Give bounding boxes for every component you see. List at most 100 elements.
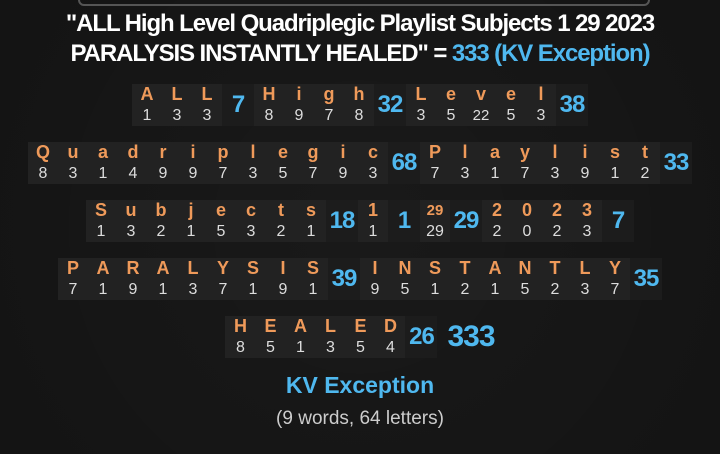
letter: L bbox=[579, 258, 591, 278]
letter-value: 1 bbox=[430, 281, 440, 298]
letter-value: 1 bbox=[490, 281, 500, 298]
word-row: A 1 L 3 L 3 7 H 8 i 9 g 7 h 8 32 L 3 e 5 v 22 e 5 l 3 38 bbox=[0, 84, 720, 126]
letter-value: 3 bbox=[550, 165, 560, 182]
letter-value: 7 bbox=[324, 107, 334, 124]
letter: N bbox=[518, 258, 532, 278]
letter-value: 9 bbox=[128, 281, 138, 298]
letter-value: 2 bbox=[550, 281, 560, 298]
letter-value: 3 bbox=[368, 165, 378, 182]
word-block: H 8 E 5 A 1 L 3 E 5 D 4 26 bbox=[225, 316, 438, 358]
letter: v bbox=[475, 84, 486, 104]
letter: t bbox=[642, 142, 648, 162]
word-total: 18 bbox=[326, 200, 358, 242]
word-block: P 7 l 3 a 1 y 7 l 3 i 9 s 1 t 2 33 bbox=[420, 142, 692, 184]
word-block: P 7 A 1 R 9 A 1 L 3 Y 7 S 1 I 9 S 1 39 bbox=[58, 258, 360, 300]
letter: 3 bbox=[581, 200, 592, 220]
letter: l bbox=[538, 84, 544, 104]
word-total: 29 bbox=[450, 200, 482, 242]
letter-value: 7 bbox=[68, 281, 78, 298]
letter: i bbox=[582, 142, 588, 162]
letter: s bbox=[305, 200, 316, 220]
word-block: L 3 e 5 v 22 e 5 l 3 38 bbox=[406, 84, 588, 126]
letter-value: 5 bbox=[266, 339, 275, 356]
letter: e bbox=[505, 84, 516, 104]
letter: e bbox=[215, 200, 226, 220]
letter-value: 9 bbox=[338, 165, 348, 182]
letter: g bbox=[307, 142, 319, 162]
letter-value: 1 bbox=[248, 281, 258, 298]
letter-value: 9 bbox=[580, 165, 590, 182]
phrase-title-text: PARALYSIS INSTANTLY HEALED" = bbox=[70, 40, 452, 67]
word-block: 29 29 29 bbox=[420, 200, 482, 242]
letter-value: 5 bbox=[520, 281, 530, 298]
letter-value: 1 bbox=[610, 165, 620, 182]
letter-value: 3 bbox=[536, 107, 546, 124]
letter-value: 9 bbox=[158, 165, 168, 182]
letter: N bbox=[398, 258, 412, 278]
letter-cell: 29 29 bbox=[420, 200, 450, 242]
letter-value: 3 bbox=[202, 107, 212, 124]
word-total: 68 bbox=[388, 142, 420, 184]
word-total: 33 bbox=[660, 142, 692, 184]
letter: 1 bbox=[367, 200, 378, 220]
letter: L bbox=[187, 258, 199, 278]
letter-value: 1 bbox=[142, 107, 152, 124]
letter: R bbox=[126, 258, 140, 278]
letter: r bbox=[159, 142, 167, 162]
letter-value: 3 bbox=[172, 107, 182, 124]
letter-value: 1 bbox=[186, 223, 196, 240]
word-total: 7 bbox=[222, 84, 254, 126]
word-row: H 8 E 5 A 1 L 3 E 5 D 4 26 333 bbox=[0, 316, 720, 358]
letter: A bbox=[140, 84, 154, 104]
letter: c bbox=[245, 200, 256, 220]
letter-value: 1 bbox=[306, 223, 316, 240]
grand-total: 333 bbox=[447, 320, 495, 353]
letter-value: 3 bbox=[582, 223, 592, 240]
letter-value: 5 bbox=[506, 107, 516, 124]
letter-value: 3 bbox=[68, 165, 78, 182]
letter-value: 5 bbox=[278, 165, 288, 182]
letter: s bbox=[609, 142, 620, 162]
letter: P bbox=[428, 142, 441, 162]
letter-values: L 3 e 5 v 22 e 5 l 3 bbox=[406, 84, 556, 126]
letter-value: 8 bbox=[354, 107, 364, 124]
letter: i bbox=[190, 142, 196, 162]
phrase-title-line1: "ALL High Level Quadriplegic Playlist Su… bbox=[65, 10, 655, 37]
word-block: I 9 N 5 S 1 T 2 A 1 N 5 T 2 L 3 Y 7 35 bbox=[360, 258, 662, 300]
word-block: Q 8 u 3 a 1 d 4 r 9 i 9 p 7 l 3 e 5 g 7 i 9 c 3 68 bbox=[28, 142, 420, 184]
letter-value: 9 bbox=[278, 281, 288, 298]
word-total: 26 bbox=[405, 316, 438, 358]
phrase-title-line2: PARALYSIS INSTANTLY HEALED" = 333 (KV Ex… bbox=[0, 40, 720, 68]
letter-value: 2 bbox=[552, 223, 562, 240]
letter-value: 1 bbox=[158, 281, 168, 298]
word-row: P 7 A 1 R 9 A 1 L 3 Y 7 S 1 I 9 S 1 39 I 9 N 5 S 1 T 2 A 1 N 5 T 2 L 3 Y 7 35 bbox=[0, 258, 720, 300]
letter-value: 8 bbox=[236, 339, 245, 356]
letter-value: 4 bbox=[386, 339, 395, 356]
letter-value: 5 bbox=[400, 281, 410, 298]
word-letter-stats: (9 words, 64 letters) bbox=[276, 408, 444, 429]
letter: i bbox=[340, 142, 346, 162]
